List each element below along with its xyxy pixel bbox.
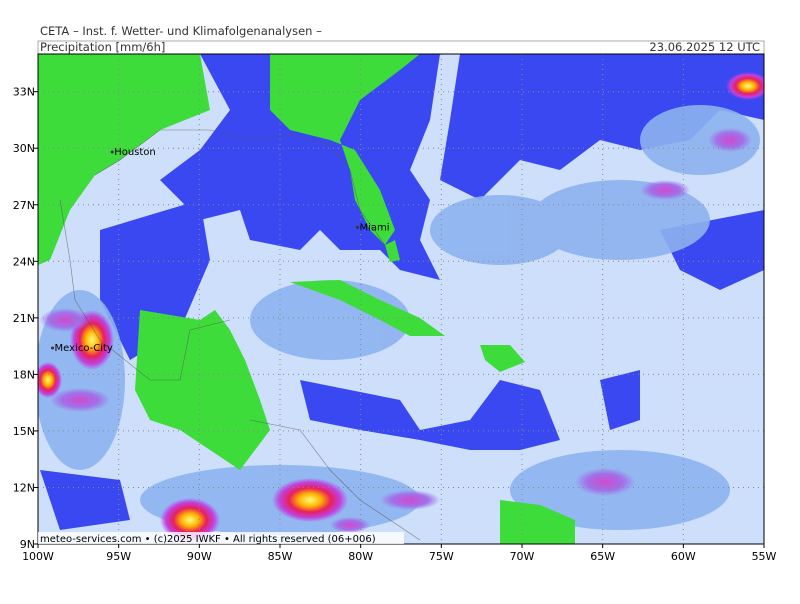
credit: meteo-services.com • (c)2025 IWKF • All … xyxy=(40,534,376,545)
lon-tick-label: 75W xyxy=(429,550,454,563)
lon-tick-label: 90W xyxy=(187,550,212,563)
lat-tick-label: 15N xyxy=(13,425,35,438)
city-marker xyxy=(355,225,359,229)
valid-time: 23.06.2025 12 UTC xyxy=(649,40,760,54)
header-title: CETA – Inst. f. Wetter- und Klimafolgena… xyxy=(40,24,322,38)
city-label: Houston xyxy=(114,147,156,158)
lat-tick-label: 27N xyxy=(13,199,35,212)
lat-tick-label: 21N xyxy=(13,312,35,325)
credit-box xyxy=(38,532,404,544)
lon-tick-label: 65W xyxy=(590,550,615,563)
lat-tick-label: 30N xyxy=(13,142,35,155)
precip-field xyxy=(38,54,764,544)
lon-tick-label: 85W xyxy=(268,550,293,563)
lat-tick-label: 24N xyxy=(13,255,35,268)
lon-tick-label: 60W xyxy=(671,550,696,563)
lat-tick-label: 9N xyxy=(20,538,35,551)
lat-tick-label: 12N xyxy=(13,481,35,494)
lat-tick-label: 33N xyxy=(13,86,35,99)
city-marker xyxy=(110,150,114,154)
lon-tick-label: 80W xyxy=(348,550,373,563)
lon-tick-label: 100W xyxy=(22,550,54,563)
city-label: Mexico-City xyxy=(55,343,113,354)
lat-tick-label: 18N xyxy=(13,368,35,381)
lon-tick-label: 95W xyxy=(106,550,131,563)
lon-tick-label: 55W xyxy=(752,550,777,563)
product-label: Precipitation [mm/6h] xyxy=(40,40,165,54)
lon-tick-label: 70W xyxy=(510,550,535,563)
city-label: Miami xyxy=(359,222,389,233)
city-marker xyxy=(51,346,55,350)
